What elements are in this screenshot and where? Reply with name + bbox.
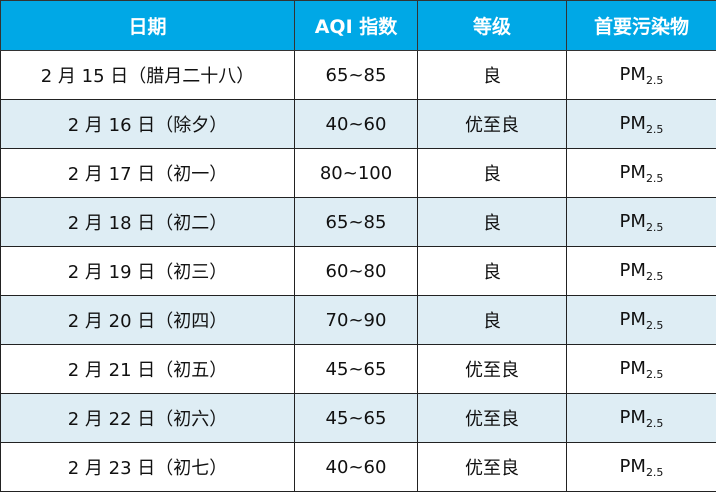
pollutant-subscript: 2.5: [646, 319, 664, 332]
pollutant-cell: PM2.5: [567, 51, 716, 100]
level-cell: 良: [418, 247, 567, 296]
pollutant-subscript: 2.5: [646, 172, 664, 185]
pollutant-cell: PM2.5: [567, 296, 716, 345]
header-pollutant: 首要污染物: [567, 1, 716, 51]
pollutant-cell: PM2.5: [567, 247, 716, 296]
aqi-cell: 65~85: [295, 198, 418, 247]
date-cell: 2 月 17 日（初一）: [1, 149, 295, 198]
pollutant-cell: PM2.5: [567, 149, 716, 198]
level-cell: 优至良: [418, 100, 567, 149]
aqi-cell: 70~90: [295, 296, 418, 345]
header-row: 日期 AQI 指数 等级 首要污染物: [1, 1, 716, 51]
aqi-cell: 40~60: [295, 100, 418, 149]
header-aqi: AQI 指数: [295, 1, 418, 51]
level-cell: 良: [418, 296, 567, 345]
date-cell: 2 月 20 日（初四）: [1, 296, 295, 345]
pollutant-subscript: 2.5: [646, 74, 664, 87]
pollutant-name: PM: [620, 456, 646, 477]
pollutant-name: PM: [620, 260, 646, 281]
level-cell: 优至良: [418, 443, 567, 492]
date-cell: 2 月 22 日（初六）: [1, 394, 295, 443]
aqi-cell: 65~85: [295, 51, 418, 100]
pollutant-name: PM: [620, 309, 646, 330]
pollutant-subscript: 2.5: [646, 368, 664, 381]
pollutant-name: PM: [620, 162, 646, 183]
date-cell: 2 月 16 日（除夕）: [1, 100, 295, 149]
level-cell: 良: [418, 198, 567, 247]
level-cell: 优至良: [418, 394, 567, 443]
level-cell: 优至良: [418, 345, 567, 394]
date-cell: 2 月 15 日（腊月二十八）: [1, 51, 295, 100]
pollutant-subscript: 2.5: [646, 221, 664, 234]
header-date: 日期: [1, 1, 295, 51]
pollutant-name: PM: [620, 358, 646, 379]
pollutant-cell: PM2.5: [567, 198, 716, 247]
pollutant-subscript: 2.5: [646, 270, 664, 283]
level-cell: 良: [418, 149, 567, 198]
aqi-cell: 40~60: [295, 443, 418, 492]
pollutant-cell: PM2.5: [567, 345, 716, 394]
aqi-cell: 45~65: [295, 394, 418, 443]
level-cell: 良: [418, 51, 567, 100]
aqi-cell: 80~100: [295, 149, 418, 198]
header-level: 等级: [418, 1, 567, 51]
pollutant-name: PM: [620, 407, 646, 428]
date-cell: 2 月 18 日（初二）: [1, 198, 295, 247]
aqi-cell: 45~65: [295, 345, 418, 394]
date-cell: 2 月 21 日（初五）: [1, 345, 295, 394]
pollutant-subscript: 2.5: [646, 123, 664, 136]
pollutant-name: PM: [620, 64, 646, 85]
pollutant-subscript: 2.5: [646, 466, 664, 479]
pollutant-name: PM: [620, 211, 646, 232]
pollutant-cell: PM2.5: [567, 100, 716, 149]
date-cell: 2 月 19 日（初三）: [1, 247, 295, 296]
pollutant-cell: PM2.5: [567, 443, 716, 492]
pollutant-name: PM: [620, 113, 646, 134]
date-cell: 2 月 23 日（初七）: [1, 443, 295, 492]
aqi-cell: 60~80: [295, 247, 418, 296]
pollutant-cell: PM2.5: [567, 394, 716, 443]
pollutant-subscript: 2.5: [646, 417, 664, 430]
